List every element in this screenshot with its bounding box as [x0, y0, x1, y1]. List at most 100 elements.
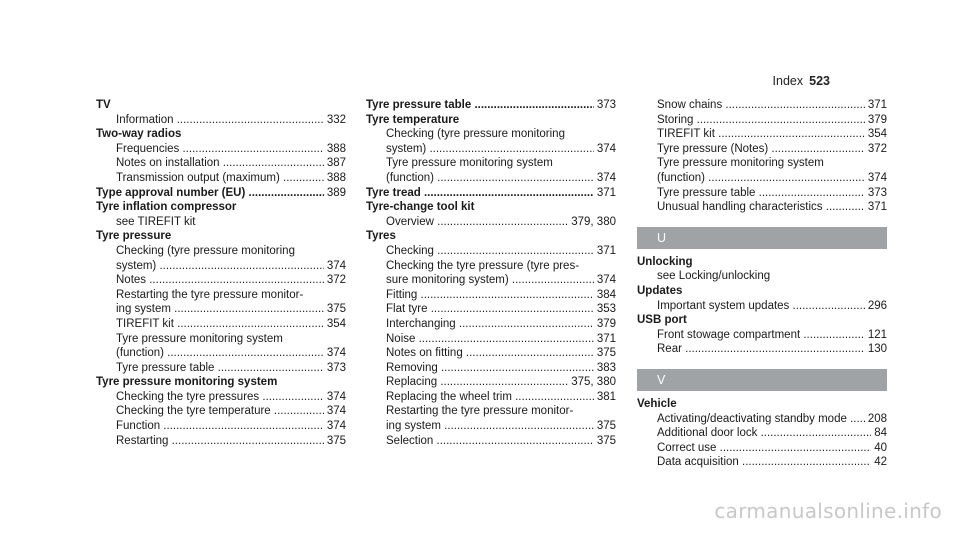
page-ref: 371 [596, 332, 616, 345]
sub-entry: ing system375 [366, 419, 616, 434]
index-entry-tyre-change-tool-kit: Tyre-change tool kit Overview379, 380 [366, 200, 616, 229]
index-entry-tyre-pressure: Tyre pressure Checking (tyre pressure mo… [96, 229, 346, 375]
sub-entry-text: Data acquisition [657, 455, 871, 470]
entry-term: Tyre-change tool kit [366, 201, 475, 214]
page-ref: 371 [596, 186, 616, 199]
entry-term: TV [96, 99, 111, 111]
sub-entry-text: Interchanging [386, 317, 594, 332]
page-ref: 372 [867, 142, 887, 155]
sub-entry-text: Tyre pressure table [657, 186, 865, 201]
page-ref: 384 [596, 288, 616, 301]
sub-entry: Notes on installation387 [96, 156, 346, 171]
sub-entry-text: Unusual handling characteristics [657, 200, 865, 215]
sub-entry: (function)374 [637, 171, 887, 186]
sub-entry: Frequencies388 [96, 142, 346, 157]
sub-entry: Selection375 [366, 434, 616, 449]
page-ref: 374 [867, 171, 887, 184]
sub-entry: Tyre pressure table373 [637, 186, 887, 201]
page-ref: 373 [596, 99, 616, 111]
page-ref: 375, 380 [571, 376, 616, 389]
index-entry-two-way-radios: Two-way radios Frequencies388 Notes on i… [96, 127, 346, 185]
index-entry-vehicle: Vehicle Activating/deactivating standby … [637, 397, 887, 470]
page-ref: 208 [867, 412, 887, 425]
sub-entry-line: Checking the tyre pressure (tyre pres- [386, 259, 580, 272]
page-ref: 374 [326, 347, 346, 360]
sub-entry-line: Restarting the tyre pressure monitor- [116, 288, 304, 301]
page-ref: 388 [326, 142, 346, 155]
page-ref: 296 [867, 299, 887, 312]
sub-entry: Information332 [96, 113, 346, 128]
sub-entry-text: (function) [386, 171, 594, 186]
page-ref: 371 [867, 201, 887, 214]
sub-entry: Notes372 [96, 273, 346, 288]
sub-entry: Interchanging379 [366, 317, 616, 332]
sub-entry-text: Storing [657, 113, 865, 128]
page-ref: 374 [326, 390, 346, 403]
entry-term: Tyre pressure table [366, 98, 594, 113]
sub-entry-line: Checking (tyre pressure monitoring [116, 244, 295, 257]
index-column-3: Snow chains371 Storing379 TIREFIT kit354… [637, 98, 887, 470]
page-ref: 42 [874, 456, 887, 469]
sub-entry-text: TIREFIT kit [657, 127, 865, 142]
sub-entry-text: Restarting [116, 434, 324, 449]
sub-entry: TIREFIT kit354 [637, 127, 887, 142]
sub-entry-text: Removing [386, 361, 594, 376]
sub-entry-text: Transmission output (maximum) [116, 171, 324, 186]
page-ref: 374 [596, 171, 616, 184]
page-ref: 354 [867, 128, 887, 141]
page-ref: 389 [326, 186, 346, 199]
sub-entry: (function)374 [96, 346, 346, 361]
sub-entry-text: Fitting [386, 288, 594, 303]
sub-entry: Noise371 [366, 332, 616, 347]
page-header: Index 523 [773, 74, 830, 88]
page-ref: 375 [596, 347, 616, 360]
page-ref: 332 [326, 113, 346, 126]
entry-term: Unlocking [637, 255, 693, 268]
sub-entry: Flat tyre353 [366, 302, 616, 317]
sub-entry-text: Notes on installation [116, 156, 324, 171]
index-entry-tyres-continued: Snow chains371 Storing379 TIREFIT kit354… [637, 98, 887, 215]
index-column-2: Tyre pressure table373 Tyre temperature … [366, 98, 616, 448]
sub-entry-text: Tyre pressure table [116, 361, 324, 376]
sub-entry-text: Frequencies [116, 142, 324, 157]
entry-term: Tyre tread [366, 186, 594, 201]
sub-entry-text: Rear [657, 342, 865, 357]
sub-entry-text: Checking the tyre pressures [116, 390, 324, 405]
sub-entry-line: Checking (tyre pressure monitoring [386, 128, 565, 141]
sub-entry: Checking the tyre pressures374 [96, 390, 346, 405]
entry-term: Tyre temperature [366, 113, 460, 126]
sub-entry-text: Additional door lock [657, 426, 871, 441]
sub-entry-text: Notes [116, 273, 324, 288]
sub-entry: (function)374 [366, 171, 616, 186]
sub-entry: Replacing375, 380 [366, 375, 616, 390]
see-reference: see Locking/unlocking [657, 270, 771, 283]
sub-entry-text: ing system [116, 302, 324, 317]
page-ref: 374 [596, 142, 616, 155]
page-ref: 388 [326, 171, 346, 184]
page-ref: 373 [326, 361, 346, 374]
page-ref: 379, 380 [571, 215, 616, 228]
index-entry-usb-port: USB port Front stowage compartment121 Re… [637, 313, 887, 357]
page-ref: 40 [874, 441, 887, 454]
sub-entry-line: Tyre pressure monitoring system [116, 332, 283, 345]
entry-term: Tyre inflation compressor [96, 201, 237, 214]
index-entry-tyre-temperature: Tyre temperature Checking (tyre pressure… [366, 113, 616, 186]
sub-entry: ing system375 [96, 302, 346, 317]
page-ref: 121 [867, 328, 887, 341]
sub-entry: TIREFIT kit354 [96, 317, 346, 332]
page-ref: 371 [867, 99, 887, 111]
sub-entry: Storing379 [637, 113, 887, 128]
sub-entry: Rear130 [637, 342, 887, 357]
section-title: Index [772, 74, 804, 88]
sub-entry: Checking the tyre temperature374 [96, 404, 346, 419]
sub-entry-text: Function [116, 419, 324, 434]
index-entry-tyres: Tyres Checking371 Checking the tyre pres… [366, 229, 616, 448]
sub-entry: Additional door lock84 [637, 426, 887, 441]
entry-term: Tyres [366, 230, 396, 243]
index-entry-tyre-pressure-monitoring-system: Tyre pressure monitoring system Checking… [96, 375, 346, 448]
sub-entry: Removing383 [366, 361, 616, 376]
page-ref: 353 [596, 303, 616, 316]
index-entry-type-approval-number: Type approval number (EU)389 [96, 186, 346, 201]
sub-entry: Unusual handling characteristics371 [637, 200, 887, 215]
sub-entry: sure monitoring system)374 [366, 273, 616, 288]
